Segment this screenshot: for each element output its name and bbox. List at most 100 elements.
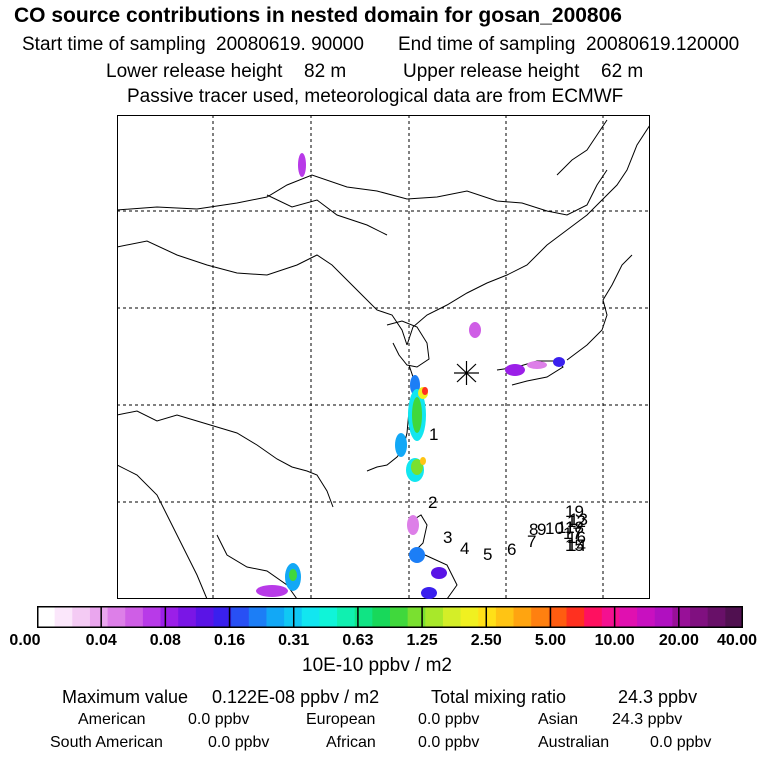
upper-release-label: Upper release height	[403, 61, 580, 82]
colorbar-tick-label: 0.00	[9, 632, 41, 649]
region-name: American	[78, 711, 146, 728]
colorbar-segment	[725, 606, 743, 628]
colorbar-segment	[160, 606, 179, 628]
region-value: 24.3 ppbv	[612, 711, 683, 728]
region-value: 0.0 ppbv	[418, 734, 480, 751]
region-name: European	[306, 711, 376, 728]
colorbar-segment	[337, 606, 356, 628]
trajectory-label: 13	[569, 510, 588, 529]
colorbar-tick-label: 2.50	[470, 632, 502, 649]
trajectory-label: 11	[557, 518, 575, 537]
trajectory-label: 6	[507, 540, 516, 559]
asterisk-receptor-icon	[454, 361, 479, 385]
end-time-label: End time of sampling	[398, 34, 576, 55]
colorbar-tick-label: 0.04	[85, 632, 117, 649]
trajectory-label: 2	[428, 493, 437, 512]
colorbar-border	[37, 606, 743, 628]
lower-release-label: Lower release height	[106, 61, 283, 82]
region-name: Asian	[538, 711, 579, 728]
colorbar-segment	[442, 606, 462, 628]
max-value-label: Maximum value	[62, 687, 189, 707]
colorbar-segment	[513, 606, 532, 628]
colorbar-segment	[531, 606, 550, 628]
trajectory-label: 16	[567, 528, 586, 547]
colorbar-segment	[707, 606, 726, 628]
colorbar-segment	[548, 606, 567, 628]
colorbar-tick-label: 0.31	[278, 632, 310, 649]
trajectory-label: 3	[443, 528, 452, 547]
colorbar-segment	[266, 606, 285, 628]
region-value: 0.0 ppbv	[418, 711, 480, 728]
colorbar-unit: 10E-10 ppbv / m2	[302, 655, 452, 676]
trajectory-label: 7	[527, 532, 536, 551]
colorbar-segment	[637, 606, 656, 628]
region-value: 0.0 ppbv	[650, 734, 712, 751]
total-mixing-label: Total mixing ratio	[431, 687, 567, 707]
colorbar-tick-label: 10.00	[594, 632, 635, 649]
region-name: South American	[50, 734, 163, 751]
colorbar-segment	[407, 606, 426, 628]
colorbar	[37, 606, 743, 628]
colorbar-segment	[619, 606, 638, 628]
colorbar-tick-label: 0.63	[342, 632, 374, 649]
colorbar-segment	[566, 606, 585, 628]
colorbar-segment	[672, 606, 691, 628]
colorbar-segment	[690, 606, 709, 628]
trajectory-label: 19	[565, 502, 584, 521]
trajectory-label: 8	[529, 520, 538, 539]
region-value: 0.0 ppbv	[188, 711, 250, 728]
colorbar-segment	[390, 606, 409, 628]
start-time-label: Start time of sampling	[22, 34, 206, 55]
colorbar-segment	[213, 606, 232, 628]
colorbar-segment	[142, 606, 162, 628]
trajectory-label: 5	[483, 545, 492, 564]
colorbar-tick-label: 5.00	[534, 632, 567, 649]
trajectory-label: 15	[565, 536, 584, 555]
region-name: Australian	[538, 734, 610, 751]
colorbar-segment	[37, 606, 56, 628]
method-note: Passive tracer used, meteorological data…	[127, 86, 624, 107]
colorbar-segment	[478, 606, 497, 628]
colorbar-tick-label: 0.08	[149, 632, 181, 649]
colorbar-tick-label: 20.00	[658, 632, 699, 649]
region-name: African	[326, 734, 376, 751]
colorbar-segment	[125, 606, 144, 628]
colorbar-segment	[107, 606, 126, 628]
colorbar-segment	[72, 606, 91, 628]
tracer-plumes	[256, 153, 565, 599]
colorbar-segment	[354, 606, 373, 628]
colorbar-segment	[425, 606, 444, 628]
colorbar-tick-label: 1.25	[406, 632, 438, 649]
trajectory-label: 17	[563, 524, 582, 543]
trajectory-label: 18	[565, 518, 584, 537]
end-time-value: 20080619.120000	[586, 34, 740, 55]
colorbar-segment	[231, 606, 250, 628]
colorbar-segment	[460, 606, 479, 628]
trajectory-label: 12	[567, 512, 586, 531]
colorbar-tick-label: 0.16	[213, 632, 246, 649]
lower-release-value: 82 m	[304, 61, 347, 82]
colorbar-segment	[54, 606, 73, 628]
upper-release-value: 62 m	[601, 61, 644, 82]
colorbar-segment	[654, 606, 673, 628]
region-value: 0.0 ppbv	[208, 734, 270, 751]
colorbar-segment	[601, 606, 620, 628]
colorbar-segment	[195, 606, 214, 628]
total-mixing-value: 24.3 ppbv	[618, 687, 698, 707]
trajectory-label: 10	[545, 519, 564, 538]
colorbar-segment	[248, 606, 267, 628]
colorbar-segment	[178, 606, 197, 628]
trajectory-label: 14	[567, 536, 586, 555]
max-value: 0.122E-08 ppbv / m2	[212, 687, 380, 707]
colorbar-tick-label: 40.00	[717, 632, 758, 649]
colorbar-segment	[89, 606, 109, 628]
map-title: CO source contributions in nested domain…	[14, 4, 622, 27]
colorbar-segment	[495, 606, 515, 628]
grid-lines	[117, 115, 650, 599]
colorbar-segment	[301, 606, 320, 628]
colorbar-segment	[584, 606, 603, 628]
trajectory-label: 4	[460, 539, 469, 558]
colorbar-segment	[319, 606, 338, 628]
trajectory-label: 1	[429, 425, 438, 444]
